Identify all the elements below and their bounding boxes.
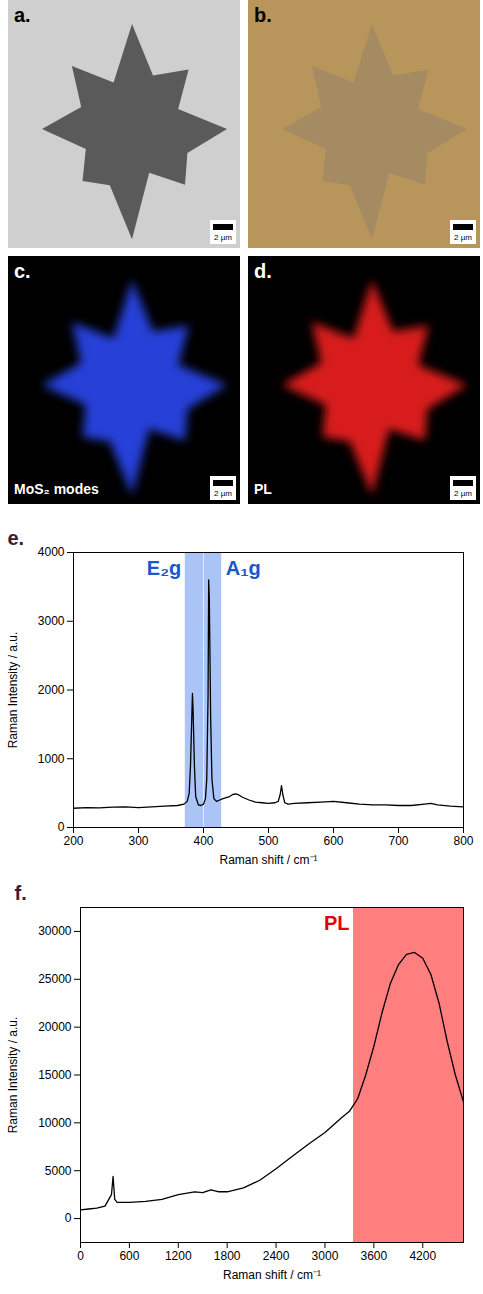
svg-text:3600: 3600 — [361, 1249, 388, 1263]
svg-text:PL: PL — [254, 481, 272, 497]
svg-text:1000: 1000 — [38, 752, 65, 766]
svg-text:30000: 30000 — [38, 924, 72, 938]
svg-text:300: 300 — [128, 834, 148, 848]
svg-text:2 µm: 2 µm — [454, 489, 472, 498]
svg-text:3000: 3000 — [312, 1249, 339, 1263]
svg-text:c.: c. — [14, 260, 31, 282]
svg-text:E₂g: E₂g — [147, 557, 181, 579]
svg-text:2000: 2000 — [38, 683, 65, 697]
svg-text:d.: d. — [254, 260, 272, 282]
svg-text:Raman shift / cm⁻¹: Raman shift / cm⁻¹ — [219, 853, 317, 867]
svg-text:2 µm: 2 µm — [214, 233, 232, 242]
svg-text:600: 600 — [323, 834, 343, 848]
svg-text:200: 200 — [63, 834, 83, 848]
svg-text:4000: 4000 — [38, 545, 65, 559]
svg-text:0: 0 — [65, 1211, 72, 1225]
svg-text:700: 700 — [388, 834, 408, 848]
svg-text:20000: 20000 — [38, 1020, 72, 1034]
svg-text:1800: 1800 — [214, 1249, 241, 1263]
svg-text:25000: 25000 — [38, 972, 72, 986]
svg-text:400: 400 — [193, 834, 213, 848]
svg-text:0: 0 — [58, 820, 65, 834]
svg-text:b.: b. — [254, 4, 272, 26]
svg-text:Raman Intensity / a.u.: Raman Intensity / a.u. — [6, 1017, 20, 1134]
svg-text:4200: 4200 — [409, 1249, 436, 1263]
svg-text:2 µm: 2 µm — [214, 489, 232, 498]
svg-text:15000: 15000 — [38, 1068, 72, 1082]
svg-text:0: 0 — [77, 1249, 84, 1263]
svg-text:800: 800 — [453, 834, 473, 848]
svg-text:Raman Intensity / a.u.: Raman Intensity / a.u. — [6, 632, 20, 749]
svg-text:e.: e. — [8, 527, 25, 549]
svg-text:MoS₂ modes: MoS₂ modes — [14, 481, 99, 497]
svg-text:Raman shift / cm⁻¹: Raman shift / cm⁻¹ — [223, 1268, 321, 1282]
svg-text:500: 500 — [258, 834, 278, 848]
svg-text:2400: 2400 — [263, 1249, 290, 1263]
svg-text:A₁g: A₁g — [226, 557, 261, 579]
svg-text:1200: 1200 — [165, 1249, 192, 1263]
svg-text:3000: 3000 — [38, 614, 65, 628]
svg-text:a.: a. — [14, 4, 31, 26]
svg-text:PL: PL — [324, 912, 350, 934]
svg-text:f.: f. — [15, 882, 27, 904]
svg-text:600: 600 — [119, 1249, 139, 1263]
svg-text:10000: 10000 — [38, 1116, 72, 1130]
svg-text:5000: 5000 — [45, 1164, 72, 1178]
svg-text:2 µm: 2 µm — [454, 233, 472, 242]
